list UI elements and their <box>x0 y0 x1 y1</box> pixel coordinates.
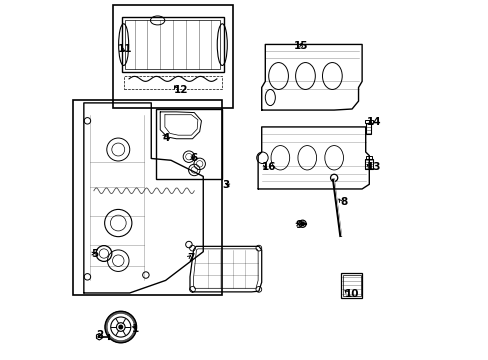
Bar <box>125 21 220 69</box>
Text: 2: 2 <box>96 330 102 340</box>
Bar <box>341 273 362 298</box>
Bar <box>155 109 222 179</box>
Text: 16: 16 <box>261 162 276 172</box>
Text: 15: 15 <box>293 41 308 50</box>
Text: 6: 6 <box>189 153 197 163</box>
Text: 10: 10 <box>344 289 359 299</box>
Text: 4: 4 <box>163 133 170 143</box>
Text: 7: 7 <box>187 253 195 263</box>
Bar <box>364 159 372 169</box>
Text: 9: 9 <box>295 220 302 230</box>
Bar <box>364 121 372 123</box>
Text: 3: 3 <box>222 180 229 190</box>
Text: 14: 14 <box>366 117 381 127</box>
Bar <box>122 17 224 72</box>
Bar <box>366 123 371 134</box>
Text: 8: 8 <box>340 197 347 207</box>
Bar <box>365 156 371 159</box>
Circle shape <box>119 325 122 329</box>
Bar <box>112 5 233 108</box>
Circle shape <box>300 222 304 226</box>
Text: 5: 5 <box>91 248 98 258</box>
Bar <box>342 275 360 296</box>
Text: 13: 13 <box>366 162 381 172</box>
Text: 1: 1 <box>131 324 139 334</box>
Text: 12: 12 <box>173 85 187 95</box>
Bar <box>123 76 222 89</box>
Text: 11: 11 <box>118 44 132 54</box>
Bar <box>73 100 222 296</box>
